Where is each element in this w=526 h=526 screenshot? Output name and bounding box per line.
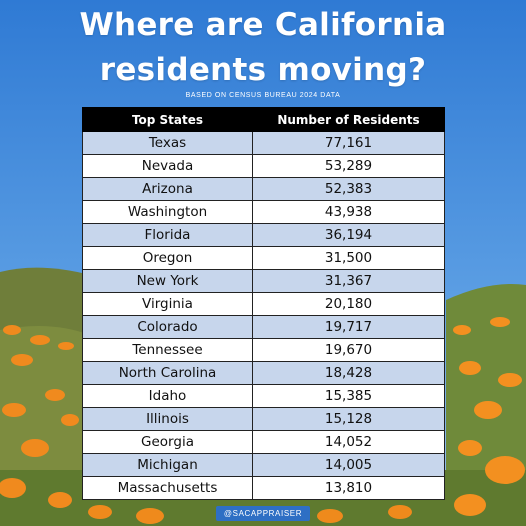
page-title-line-1: Where are California [79, 7, 447, 43]
state-cell: Oregon [82, 246, 253, 270]
state-cell: Idaho [82, 384, 253, 408]
table-row: Michigan 14,005 [82, 453, 445, 477]
table-row: Arizona 52,383 [82, 177, 445, 201]
state-cell: New York [82, 269, 253, 293]
residents-cell: 15,385 [252, 384, 445, 408]
column-header-residents: Number of Residents [252, 107, 445, 132]
state-cell: Illinois [82, 407, 253, 431]
table-row: Georgia 14,052 [82, 430, 445, 454]
table-row: New York 31,367 [82, 269, 445, 293]
table-row: Colorado 19,717 [82, 315, 445, 339]
state-cell: Georgia [82, 430, 253, 454]
page-title-line-2: residents moving? [99, 52, 427, 88]
residents-cell: 53,289 [252, 154, 445, 178]
residents-cell: 31,500 [252, 246, 445, 270]
state-cell: Nevada [82, 154, 253, 178]
state-cell: Texas [82, 131, 253, 155]
table-row: North Carolina 18,428 [82, 361, 445, 385]
credit-badge: @SACAPPRAISER [216, 506, 310, 521]
state-cell: Virginia [82, 292, 253, 316]
state-cell: Tennessee [82, 338, 253, 362]
table-row: Massachusetts 13,810 [82, 476, 445, 500]
residents-table: Top States Number of Residents Texas 77,1… [82, 107, 445, 500]
residents-cell: 14,005 [252, 453, 445, 477]
residents-cell: 19,717 [252, 315, 445, 339]
table-row: Washington 43,938 [82, 200, 445, 224]
state-cell: North Carolina [82, 361, 253, 385]
state-cell: Arizona [82, 177, 253, 201]
residents-cell: 31,367 [252, 269, 445, 293]
residents-cell: 20,180 [252, 292, 445, 316]
table-row: Illinois 15,128 [82, 407, 445, 431]
state-cell: Michigan [82, 453, 253, 477]
state-cell: Florida [82, 223, 253, 247]
table-header-row: Top States Number of Residents [82, 107, 445, 132]
residents-cell: 52,383 [252, 177, 445, 201]
residents-cell: 36,194 [252, 223, 445, 247]
table-row: Oregon 31,500 [82, 246, 445, 270]
page-subtitle: BASED ON CENSUS BUREAU 2024 DATA [185, 92, 341, 99]
table-row: Texas 77,161 [82, 131, 445, 155]
poppies-left [0, 325, 79, 508]
residents-cell: 18,428 [252, 361, 445, 385]
residents-cell: 43,938 [252, 200, 445, 224]
residents-cell: 19,670 [252, 338, 445, 362]
residents-cell: 13,810 [252, 476, 445, 500]
residents-cell: 77,161 [252, 131, 445, 155]
state-cell: Washington [82, 200, 253, 224]
state-cell: Colorado [82, 315, 253, 339]
poppies-bottom [88, 505, 412, 524]
table-row: Idaho 15,385 [82, 384, 445, 408]
table-row: Nevada 53,289 [82, 154, 445, 178]
residents-cell: 15,128 [252, 407, 445, 431]
table-row: Virginia 20,180 [82, 292, 445, 316]
poppies-right [453, 317, 525, 516]
state-cell: Massachusetts [82, 476, 253, 500]
table-row: Tennessee 19,670 [82, 338, 445, 362]
table-row: Florida 36,194 [82, 223, 445, 247]
residents-cell: 14,052 [252, 430, 445, 454]
column-header-states: Top States [82, 107, 253, 132]
